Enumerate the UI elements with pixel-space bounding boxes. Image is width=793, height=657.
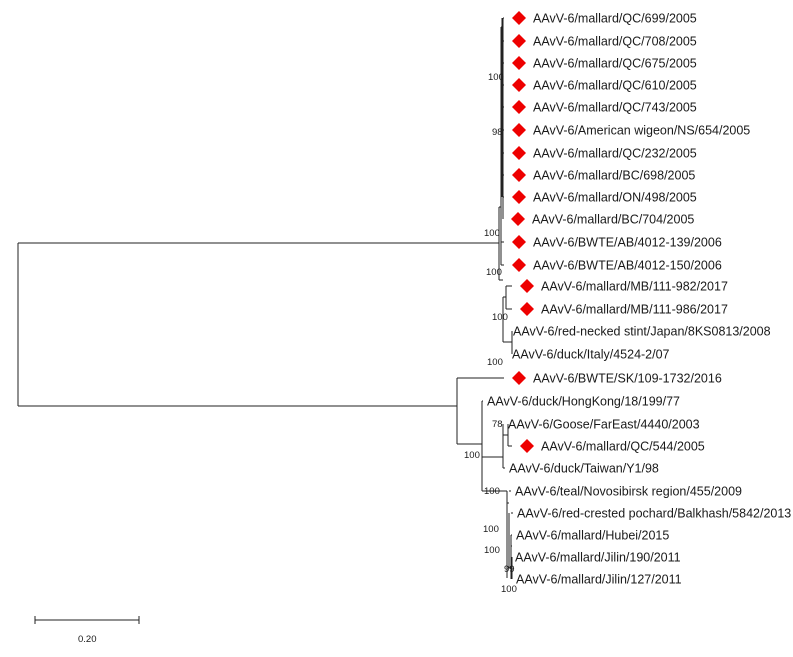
taxon-label: AAvV-6/mallard/QC/610/2005	[533, 79, 697, 93]
red-diamond-marker	[512, 235, 526, 249]
taxon-label: AAvV-6/teal/Novosibirsk region/455/2009	[515, 485, 742, 499]
taxon-label: AAvV-6/mallard/ON/498/2005	[533, 191, 697, 205]
bootstrap-value: 78	[492, 419, 503, 430]
red-diamond-marker	[512, 168, 526, 182]
taxon-label: AAvV-6/mallard/Hubei/2015	[516, 529, 669, 543]
taxon-label: AAvV-6/red-necked stint/Japan/8KS0813/20…	[513, 325, 771, 339]
red-diamond-marker	[512, 78, 526, 92]
taxon-label: AAvV-6/duck/Taiwan/Y1/98	[509, 462, 659, 476]
taxon-label: AAvV-6/BWTE/AB/4012-139/2006	[533, 236, 722, 250]
taxon-label: AAvV-6/American wigeon/NS/654/2005	[533, 124, 750, 138]
bootstrap-value: 100	[486, 267, 502, 278]
taxon-label: AAvV-6/mallard/QC/544/2005	[541, 440, 705, 454]
scale-bar-label: 0.20	[78, 634, 97, 645]
taxon-label: AAvV-6/BWTE/AB/4012-150/2006	[533, 259, 722, 273]
bootstrap-value: 100	[487, 357, 503, 368]
taxon-label: AAvV-6/mallard/QC/232/2005	[533, 147, 697, 161]
red-diamond-marker	[512, 371, 526, 385]
bootstrap-value: 100	[483, 524, 499, 535]
taxon-label: AAvV-6/mallard/Jilin/190/2011	[515, 551, 681, 565]
taxon-label: AAvV-6/mallard/QC/699/2005	[533, 12, 697, 26]
red-diamond-marker	[512, 146, 526, 160]
taxon-labels: AAvV-6/mallard/QC/699/2005 AAvV-6/mallard…	[487, 12, 791, 587]
red-diamond-marker	[511, 212, 525, 226]
red-diamond-marker	[512, 258, 526, 272]
bootstrap-value: 100	[484, 486, 500, 497]
taxon-markers	[511, 11, 534, 453]
bootstrap-value: 100	[488, 72, 504, 83]
taxon-label: AAvV-6/BWTE/SK/109-1732/2016	[533, 372, 722, 386]
red-diamond-marker	[512, 56, 526, 70]
taxon-label: AAvV-6/mallard/MB/111-986/2017	[541, 303, 728, 317]
taxon-label: AAvV-6/mallard/QC/743/2005	[533, 101, 697, 115]
red-diamond-marker	[520, 439, 534, 453]
red-diamond-marker	[512, 190, 526, 204]
red-diamond-marker	[512, 11, 526, 25]
bootstrap-value: 100	[501, 584, 517, 595]
taxon-label: AAvV-6/mallard/QC/708/2005	[533, 35, 697, 49]
red-diamond-marker	[512, 123, 526, 137]
taxon-label: AAvV-6/mallard/BC/704/2005	[532, 213, 694, 227]
taxon-label: AAvV-6/mallard/Jilin/127/2011	[516, 573, 682, 587]
bootstrap-value: 99	[504, 564, 515, 575]
bootstrap-values: 100 98 100 100 100 100 78 100 100 100 100 99 100	[464, 72, 517, 595]
red-diamond-marker	[520, 279, 534, 293]
scale-bar: 0.20	[34, 616, 140, 645]
bootstrap-value: 100	[484, 228, 500, 239]
taxon-label: AAvV-6/mallard/BC/698/2005	[533, 169, 695, 183]
taxon-label: AAvV-6/mallard/MB/111-982/2017	[541, 280, 728, 294]
taxon-label: AAvV-6/red-crested pochard/Balkhash/5842…	[517, 507, 791, 521]
bootstrap-value: 98	[492, 127, 503, 138]
taxon-label: AAvV-6/mallard/QC/675/2005	[533, 57, 697, 71]
red-diamond-marker	[520, 302, 534, 316]
red-diamond-marker	[512, 100, 526, 114]
tree-branches	[17, 17, 513, 579]
red-diamond-marker	[512, 34, 526, 48]
taxon-label: AAvV-6/Goose/FarEast/4440/2003	[508, 418, 700, 432]
bootstrap-value: 100	[492, 312, 508, 323]
taxon-label: AAvV-6/duck/Italy/4524-2/07	[512, 348, 670, 362]
bootstrap-value: 100	[464, 450, 480, 461]
taxon-label: AAvV-6/duck/HongKong/18/199/77	[487, 395, 680, 409]
bootstrap-value: 100	[484, 545, 500, 556]
